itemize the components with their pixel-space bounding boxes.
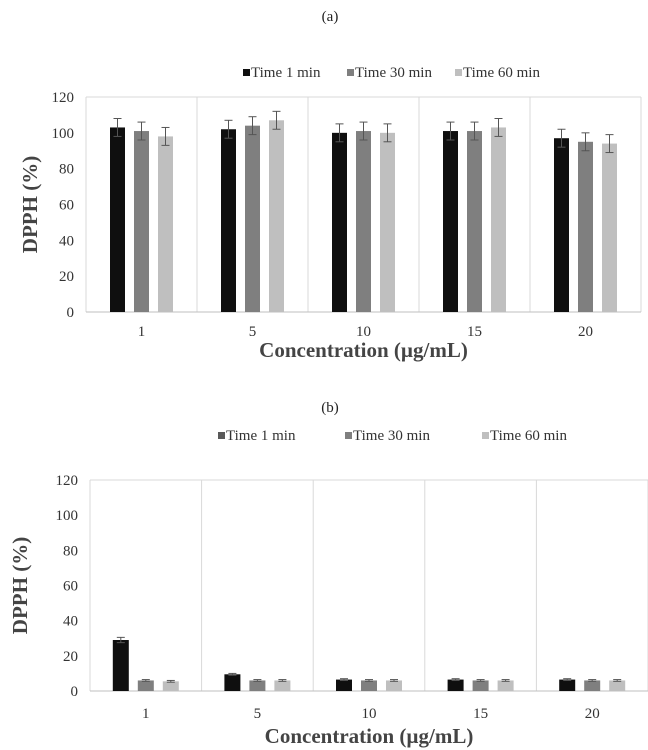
y-tick-label: 120 — [52, 90, 75, 106]
bar — [158, 136, 173, 312]
bar — [336, 679, 352, 691]
panel-label: (b) — [321, 400, 339, 416]
legend-swatch — [218, 432, 225, 439]
x-tick-label: 20 — [578, 324, 593, 340]
y-axis-title: DPPH (%) — [18, 156, 42, 253]
y-tick-label: 20 — [63, 649, 78, 665]
legend-label: Time 30 min — [353, 428, 430, 444]
chart-panel-b: (b) Time 1 min Time 30 min Time 60 min 0 20 40… — [8, 400, 648, 748]
y-axis-title: DPPH (%) — [8, 537, 32, 634]
legend-label: Time 1 min — [251, 65, 321, 81]
chart-panel-a: (a) Time 1 min Time 30 min Time 60 min 0 20 40… — [18, 9, 642, 362]
legend-label: Time 1 min — [226, 428, 296, 444]
legend-label: Time 30 min — [355, 65, 432, 81]
x-tick-label: 5 — [254, 706, 262, 722]
y-tick-label: 0 — [71, 684, 79, 700]
x-tick-label: 1 — [138, 324, 146, 340]
x-tick-label: 15 — [467, 324, 482, 340]
legend-swatch — [347, 69, 354, 76]
y-tick-label: 0 — [67, 305, 75, 321]
y-tick-label: 100 — [56, 508, 79, 524]
x-tick-label: 1 — [142, 706, 150, 722]
bar — [578, 141, 593, 312]
x-tick-label: 15 — [473, 706, 488, 722]
bar — [443, 131, 458, 312]
bar — [274, 680, 291, 691]
bar — [221, 129, 236, 312]
bar — [584, 680, 601, 691]
bar — [467, 131, 482, 312]
bar — [134, 131, 149, 312]
x-tick-label: 20 — [585, 706, 600, 722]
x-tick-label: 10 — [356, 324, 371, 340]
bar — [162, 681, 179, 691]
y-tick-label: 120 — [56, 473, 79, 489]
bar — [554, 138, 569, 312]
legend-swatch — [345, 432, 352, 439]
bar — [609, 680, 626, 691]
x-axis-title: Concentration (µg/mL) — [259, 338, 468, 362]
legend-swatch — [455, 69, 462, 76]
y-tick-label: 80 — [63, 543, 78, 559]
panel-label: (a) — [322, 9, 339, 25]
y-tick-label: 60 — [63, 579, 78, 595]
bar — [137, 680, 154, 691]
bar — [491, 127, 506, 312]
bar — [110, 127, 125, 312]
bar — [386, 680, 402, 691]
legend-swatch — [482, 432, 489, 439]
bar — [356, 131, 371, 312]
bar — [447, 679, 464, 691]
y-tick-label: 80 — [59, 162, 74, 178]
bar — [112, 640, 129, 691]
bar — [224, 674, 241, 691]
x-tick-label: 10 — [362, 706, 377, 722]
bar — [245, 125, 260, 313]
bar — [332, 132, 347, 312]
x-tick-label: 5 — [249, 324, 257, 340]
bar — [249, 680, 266, 691]
bar — [497, 680, 514, 691]
bar — [472, 680, 489, 691]
y-tick-label: 20 — [59, 269, 74, 285]
x-axis-title: Concentration (µg/mL) — [265, 724, 474, 748]
y-tick-label: 40 — [59, 233, 74, 249]
bar — [380, 132, 395, 312]
y-tick-label: 40 — [63, 614, 78, 630]
bar — [269, 120, 284, 313]
legend-label: Time 60 min — [490, 428, 567, 444]
y-tick-label: 60 — [59, 198, 74, 214]
bar — [559, 679, 576, 691]
legend-label: Time 60 min — [463, 65, 540, 81]
bar — [361, 680, 377, 691]
y-tick-label: 100 — [52, 126, 75, 142]
bar — [602, 143, 617, 312]
legend-swatch — [243, 69, 250, 76]
